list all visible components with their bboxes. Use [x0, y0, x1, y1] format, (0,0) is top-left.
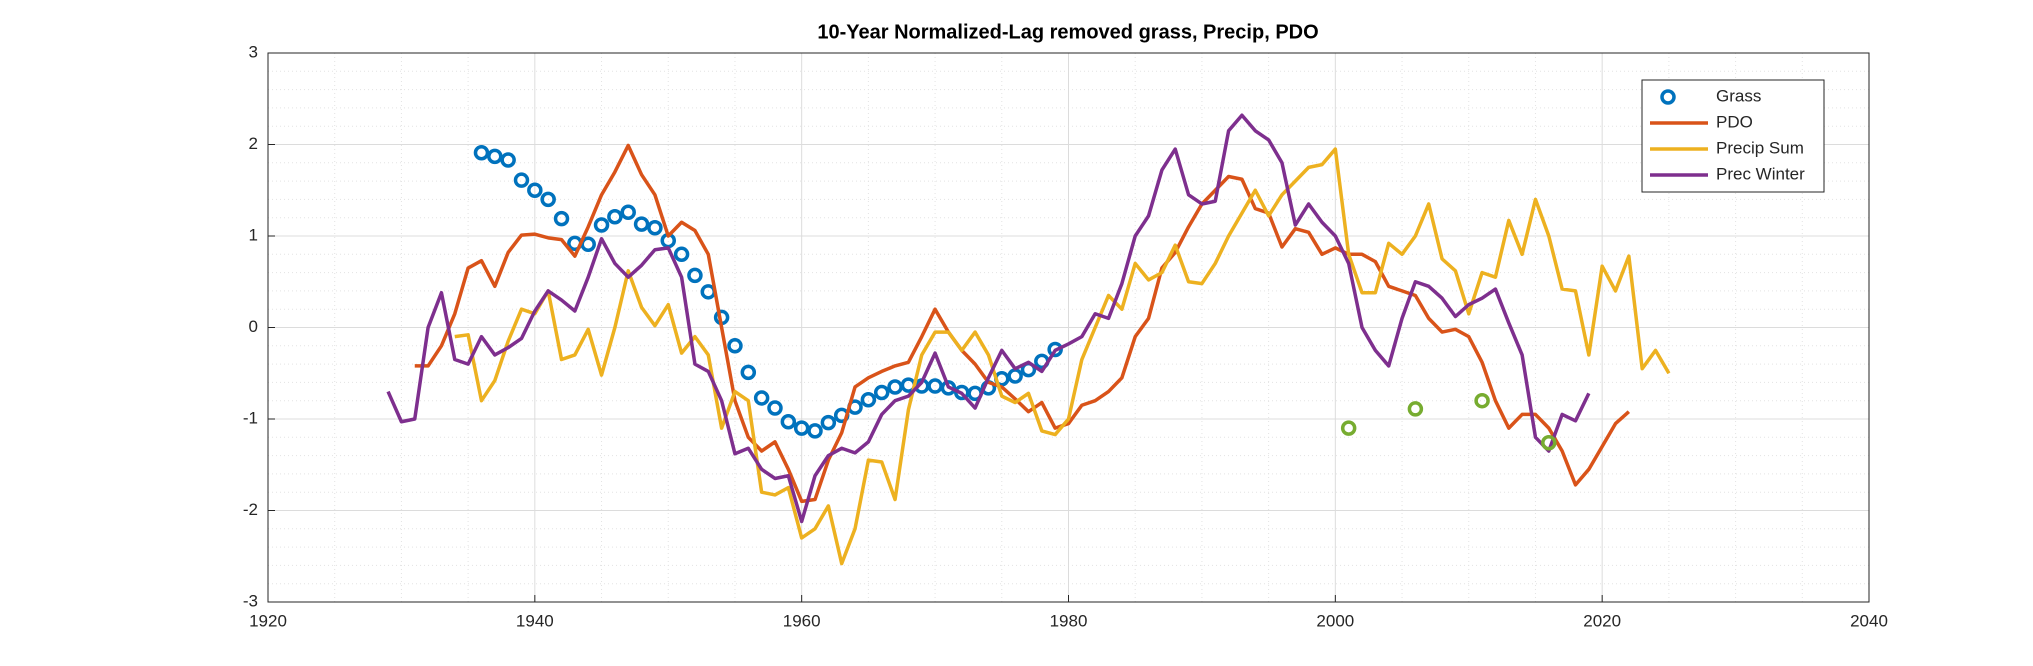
grass-marker — [793, 420, 810, 436]
x-tick-label: 1940 — [516, 611, 554, 630]
grass-marker — [647, 220, 663, 236]
legend-label: Prec Winter — [1716, 164, 1805, 183]
grass-marker — [527, 182, 543, 198]
grass-marker — [593, 217, 610, 233]
x-tick-label: 2040 — [1850, 611, 1888, 630]
grass-marker — [553, 210, 570, 227]
grass-marker — [513, 172, 530, 188]
grass-marker — [727, 338, 743, 354]
y-tick-label: 3 — [249, 42, 258, 61]
grass-marker — [753, 390, 770, 406]
grass-marker — [487, 148, 503, 165]
grass-marker — [860, 392, 877, 408]
x-tick-label: 2000 — [1316, 611, 1354, 630]
x-tick-label: 1980 — [1050, 611, 1088, 630]
grass-marker — [500, 152, 516, 168]
series-line — [386, 113, 1591, 524]
grass-marker — [540, 191, 556, 208]
grass-marker — [473, 144, 490, 161]
y-tick-label: 2 — [249, 134, 258, 153]
grass-marker — [940, 380, 957, 396]
legend-label: Grass — [1716, 86, 1761, 105]
plot-frame — [267, 52, 1870, 603]
grass-marker — [1474, 392, 1490, 409]
grass-marker — [780, 413, 797, 430]
grass-marker — [820, 414, 837, 431]
grass-marker — [1541, 435, 1557, 451]
x-tick-label: 1920 — [249, 611, 287, 630]
legend-label: PDO — [1716, 112, 1753, 131]
grass-marker — [807, 423, 823, 439]
y-tick-label: 0 — [249, 317, 258, 336]
grass-marker — [1340, 420, 1357, 436]
legend-marker — [1660, 89, 1676, 105]
chart-title: 10-Year Normalized-Lag removed grass, Pr… — [817, 21, 1318, 43]
x-tick-label: 1960 — [783, 611, 821, 630]
y-tick-label: -1 — [243, 408, 258, 427]
grass-marker — [873, 384, 890, 401]
grass-marker — [1047, 341, 1063, 358]
legend-label: Precip Sum — [1716, 138, 1804, 157]
grass-marker — [687, 267, 703, 284]
grass-marker — [673, 246, 690, 263]
y-tick-label: -2 — [243, 500, 258, 519]
series-line — [414, 143, 1631, 504]
grass-marker — [607, 209, 623, 225]
grass-marker — [633, 216, 650, 232]
grass-marker — [1407, 401, 1424, 417]
grass-marker — [620, 204, 636, 220]
y-tick-label: 1 — [249, 225, 258, 244]
y-tick-label: -3 — [243, 591, 258, 610]
x-tick-label: 2020 — [1583, 611, 1621, 630]
grass-marker — [767, 400, 783, 416]
grass-marker — [740, 364, 757, 381]
